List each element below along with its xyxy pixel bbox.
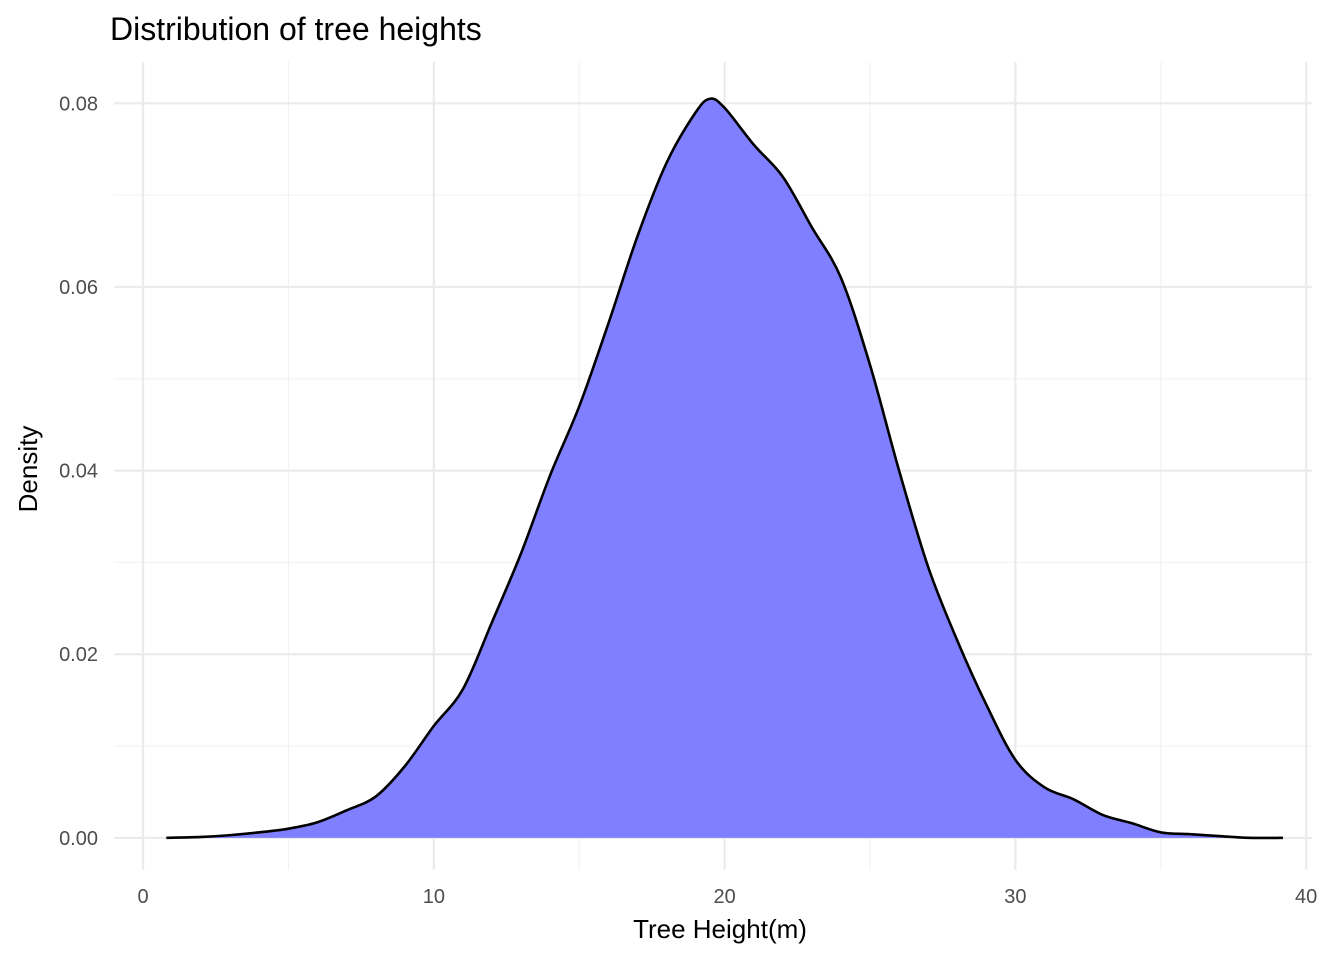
x-tick-label: 40 — [1295, 886, 1317, 908]
density-curve-line — [166, 97, 1283, 840]
density-area-fill — [166, 98, 1283, 838]
x-tick-label: 10 — [423, 886, 445, 908]
y-axis-label: Density — [13, 426, 43, 513]
y-tick-label: 0.08 — [59, 93, 98, 115]
x-tick-label: 0 — [138, 886, 149, 908]
x-axis-label: Tree Height(m) — [633, 914, 807, 944]
y-tick-label: 0.06 — [59, 277, 98, 299]
y-axis-ticks: 0.00 0.02 0.04 0.06 0.08 — [59, 93, 98, 850]
y-tick-label: 0.00 — [59, 828, 98, 850]
y-tick-label: 0.02 — [59, 644, 98, 666]
x-tick-label: 20 — [714, 886, 736, 908]
chart-title: Distribution of tree heights — [110, 11, 482, 47]
x-tick-label: 30 — [1004, 886, 1026, 908]
x-axis-ticks: 0 10 20 30 40 — [138, 886, 1318, 908]
y-tick-label: 0.04 — [59, 461, 98, 483]
